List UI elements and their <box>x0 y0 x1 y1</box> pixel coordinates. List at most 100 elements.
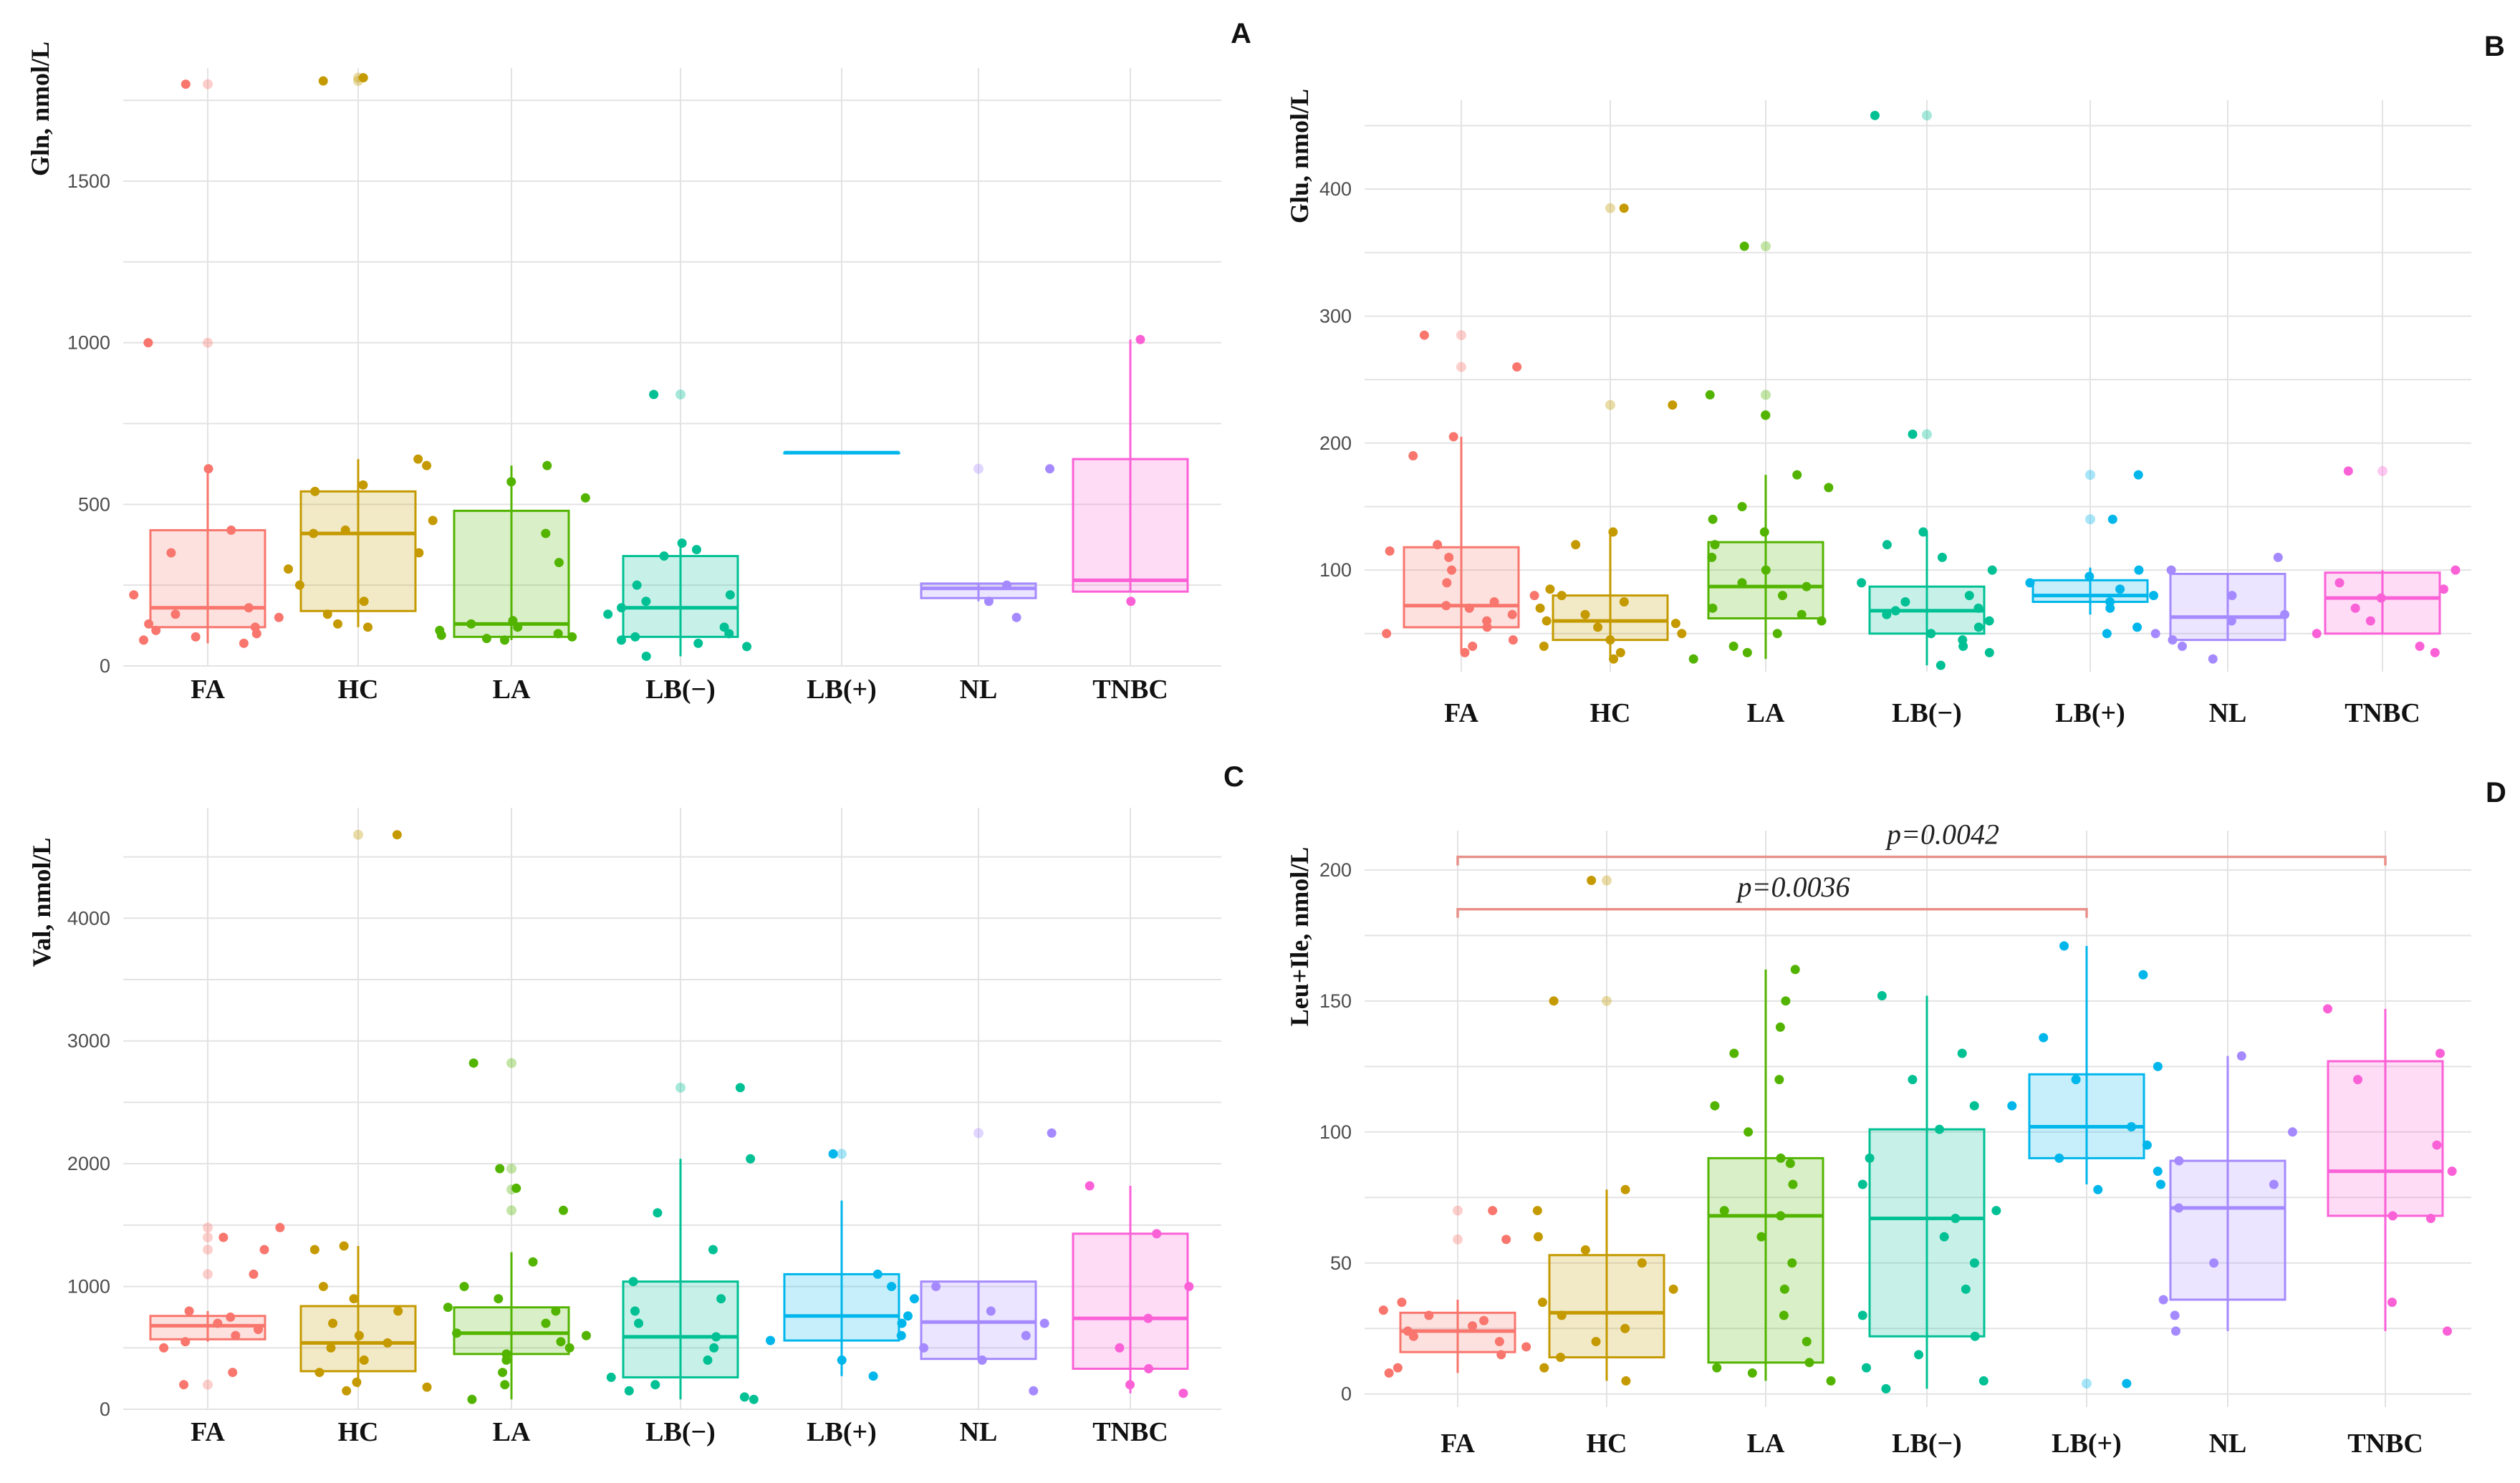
data-point <box>903 1311 913 1321</box>
data-point <box>2054 1153 2064 1163</box>
data-point <box>1501 1235 1511 1245</box>
data-point <box>719 622 729 632</box>
data-point <box>328 1318 338 1328</box>
outlier-point <box>675 389 686 400</box>
data-point <box>1619 203 1629 213</box>
data-point <box>1587 876 1597 886</box>
data-point <box>766 1335 776 1346</box>
data-point <box>181 1337 191 1347</box>
box-TNBC <box>2312 465 2461 657</box>
data-point <box>443 1303 453 1313</box>
data-point <box>691 545 701 555</box>
data-point <box>896 1330 906 1341</box>
data-point <box>2387 1298 2397 1308</box>
data-point <box>309 1245 319 1255</box>
data-point <box>1969 1101 1979 1111</box>
data-point <box>1882 540 1892 550</box>
data-point <box>1384 1368 1394 1378</box>
data-point <box>1537 1298 1547 1308</box>
data-point <box>143 338 153 348</box>
data-point <box>1870 110 1880 120</box>
x-tick-label: LB(−) <box>645 1417 716 1447</box>
data-point <box>1759 527 1769 537</box>
data-point <box>617 603 627 613</box>
outlier-point <box>1761 241 1771 251</box>
outlier-point <box>2082 1378 2092 1389</box>
x-tick-label: TNBC <box>2347 1429 2423 1459</box>
box-LA <box>1688 241 1834 664</box>
data-point <box>1761 565 1771 575</box>
data-point <box>1580 1245 1590 1255</box>
data-point <box>2084 571 2095 581</box>
x-tick-label: TNBC <box>1092 1417 1168 1447</box>
outlier-point <box>973 463 984 474</box>
y-tick-label: 200 <box>1319 433 1352 454</box>
box-TNBC <box>1072 334 1189 607</box>
data-point <box>897 1318 907 1328</box>
data-point <box>2273 552 2283 562</box>
data-point <box>709 1343 719 1353</box>
data-point <box>2387 1211 2398 1221</box>
data-point <box>1991 1206 2001 1216</box>
data-point <box>1532 1206 1542 1216</box>
data-point <box>554 558 564 568</box>
data-point <box>1774 1075 1784 1085</box>
data-point <box>1542 616 1552 626</box>
data-point <box>294 580 304 590</box>
data-point <box>249 1269 259 1279</box>
data-point <box>1964 591 1974 601</box>
data-point <box>1670 619 1680 629</box>
x-tick-label: FA <box>191 1417 225 1447</box>
data-point <box>1039 1318 1049 1328</box>
data-point <box>2432 1140 2442 1150</box>
y-tick-label: 100 <box>1319 559 1352 581</box>
p-value-label: p=0.0042 <box>1885 818 1999 851</box>
data-point <box>459 1282 469 1292</box>
box-iqr <box>1707 1156 1824 1364</box>
data-point <box>746 1154 756 1164</box>
data-point <box>1479 1315 1489 1325</box>
data-point <box>659 551 669 561</box>
outlier-point <box>203 337 213 348</box>
data-point <box>340 525 350 535</box>
data-point <box>326 1343 336 1353</box>
data-point <box>1935 660 1946 670</box>
data-point <box>1529 591 1539 601</box>
data-point <box>318 1282 328 1292</box>
data-point <box>179 1380 189 1390</box>
panel-c-y-axis-title: Val, nmol/L <box>27 838 56 967</box>
data-point <box>1824 483 1834 493</box>
x-tick-label: LB(−) <box>1892 1429 1962 1459</box>
x-tick-label: HC <box>1587 1429 1627 1459</box>
outlier-point <box>506 1164 516 1174</box>
data-point <box>1143 1313 1153 1323</box>
x-tick-label: LA <box>493 675 531 705</box>
data-point <box>2153 1166 2163 1177</box>
x-tick-label: NL <box>2209 1429 2247 1459</box>
data-point <box>1403 1326 1413 1336</box>
data-point <box>541 1318 551 1328</box>
data-point <box>2093 1184 2103 1194</box>
data-point <box>495 1164 505 1174</box>
outlier-point <box>675 1082 686 1093</box>
data-point <box>634 1318 644 1328</box>
data-point <box>1865 1153 1875 1163</box>
data-point <box>2127 1121 2137 1131</box>
data-point <box>184 1306 194 1316</box>
box-LB(−) <box>1857 991 2001 1393</box>
data-point <box>1984 616 1994 626</box>
x-tick-label: HC <box>338 675 379 705</box>
data-point <box>1688 654 1698 664</box>
outlier-point <box>1761 390 1771 400</box>
box-LB(+) <box>2025 470 2158 639</box>
data-point <box>581 1330 591 1341</box>
outlier-point <box>1605 400 1615 410</box>
panel-c: C Val, nmol/L 0 1000 2000 3000 4000 FA HC LA LB(… <box>27 761 1244 1447</box>
data-point <box>716 1294 726 1304</box>
data-point <box>725 590 735 600</box>
data-point <box>1482 616 1492 626</box>
y-tick-label: 100 <box>1319 1121 1352 1143</box>
data-point <box>630 1306 640 1316</box>
x-tick-label: NL <box>960 675 998 705</box>
data-point <box>1382 629 1392 639</box>
